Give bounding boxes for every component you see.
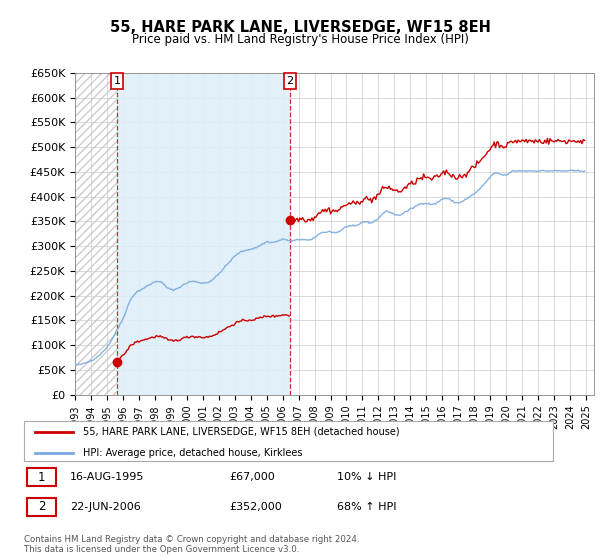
Text: 1: 1 <box>113 76 121 86</box>
Text: Contains HM Land Registry data © Crown copyright and database right 2024.
This d: Contains HM Land Registry data © Crown c… <box>24 535 359 554</box>
Text: 1: 1 <box>38 470 46 483</box>
FancyBboxPatch shape <box>27 498 56 516</box>
Bar <box>75 73 117 395</box>
Bar <box>75 73 117 395</box>
FancyBboxPatch shape <box>24 421 553 461</box>
Text: £67,000: £67,000 <box>229 472 275 482</box>
Text: 2: 2 <box>38 500 46 513</box>
Text: 2: 2 <box>287 76 293 86</box>
Text: £352,000: £352,000 <box>229 502 282 512</box>
Bar <box>117 73 290 395</box>
Text: 68% ↑ HPI: 68% ↑ HPI <box>337 502 397 512</box>
Text: 16-AUG-1995: 16-AUG-1995 <box>70 472 144 482</box>
Text: 55, HARE PARK LANE, LIVERSEDGE, WF15 8EH (detached house): 55, HARE PARK LANE, LIVERSEDGE, WF15 8EH… <box>83 427 400 437</box>
Text: 22-JUN-2006: 22-JUN-2006 <box>70 502 140 512</box>
Text: 55, HARE PARK LANE, LIVERSEDGE, WF15 8EH: 55, HARE PARK LANE, LIVERSEDGE, WF15 8EH <box>110 21 490 35</box>
Text: 10% ↓ HPI: 10% ↓ HPI <box>337 472 397 482</box>
Text: Price paid vs. HM Land Registry's House Price Index (HPI): Price paid vs. HM Land Registry's House … <box>131 32 469 46</box>
FancyBboxPatch shape <box>27 468 56 486</box>
Text: HPI: Average price, detached house, Kirklees: HPI: Average price, detached house, Kirk… <box>83 448 303 458</box>
Bar <box>290 73 594 395</box>
